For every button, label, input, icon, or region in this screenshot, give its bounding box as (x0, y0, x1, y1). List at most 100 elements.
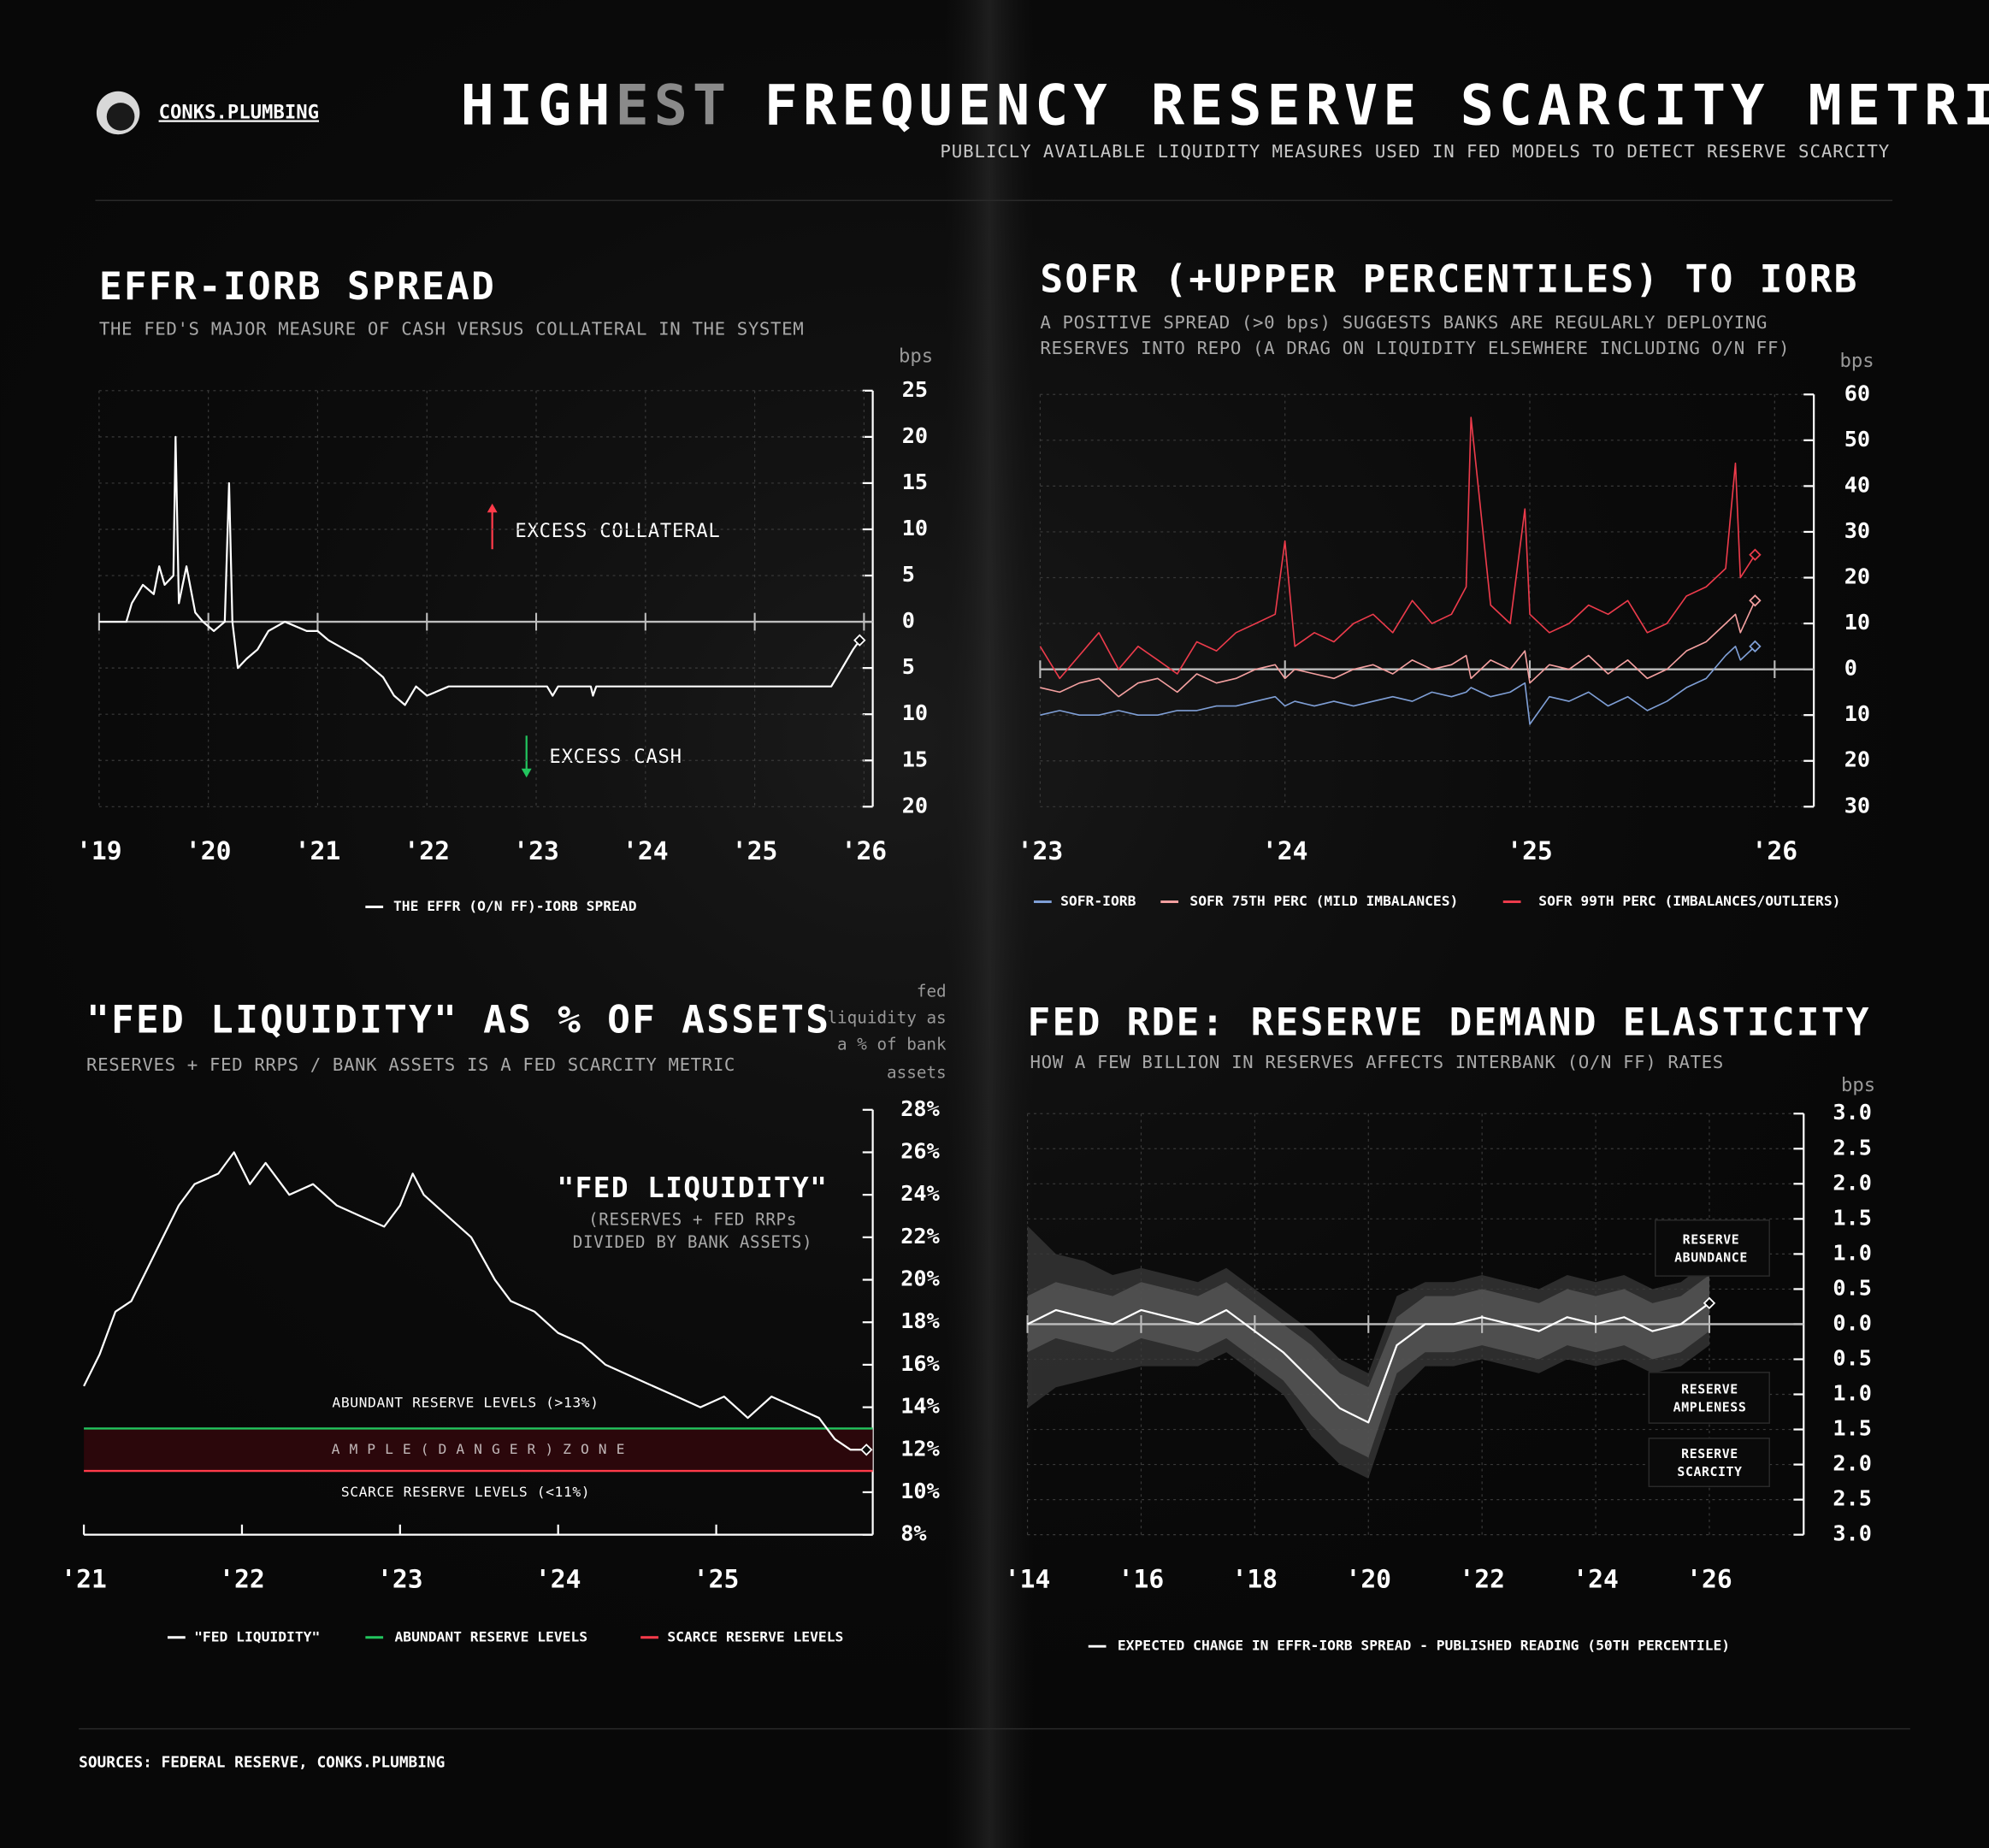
x-tick-label: '24 (623, 835, 669, 865)
zone-label: AMPLENESS (1673, 1400, 1747, 1414)
x-tick-label: '22 (1459, 1564, 1505, 1594)
y-tick-label: 3.0 (1833, 1521, 1872, 1546)
y-tick-label: 2.0 (1833, 1170, 1872, 1195)
y-tick-label: 2.5 (1833, 1135, 1872, 1160)
y-tick-label: 30 (1844, 793, 1870, 818)
series-line (1039, 416, 1756, 680)
chart-subtitle: HOW A FEW BILLION IN RESERVES AFFECTS IN… (1030, 1052, 1724, 1072)
zone-box (1654, 1219, 1770, 1277)
chart-subtitle: A POSITIVE SPREAD (>0 bps) SUGGESTS BANK… (1040, 312, 1768, 333)
arrow-head (487, 503, 498, 513)
x-tick-label: '23 (513, 835, 559, 865)
y-tick-label: 2.0 (1833, 1451, 1872, 1476)
y-tick-label: 26% (900, 1138, 940, 1163)
y-tick-label: 20 (902, 423, 928, 448)
y-tick-label: 14% (900, 1394, 940, 1419)
page-title: HIGHEST FREQUENCY RESERVE SCARCITY METRIC… (461, 74, 1989, 139)
y-tick-label: 20 (1844, 564, 1870, 589)
zone-label: ABUNDANCE (1674, 1250, 1748, 1265)
chart-title: SOFR (+UPPER PERCENTILES) TO IORB (1040, 257, 1858, 301)
x-tick-label: '23 (377, 1564, 423, 1594)
x-tick-label: '16 (1118, 1564, 1165, 1594)
zone-boxes: RESERVE ABUNDANCE RESERVE AMPLENESS RESE… (1648, 1219, 1770, 1488)
y-tick-label: 10 (1844, 610, 1870, 635)
chart-title: "FED LIQUIDITY" AS % OF ASSETS (86, 998, 830, 1042)
x-tick-label: '26 (1752, 835, 1798, 865)
y-tick-label: 0 (902, 608, 915, 633)
y-tick-label: 15 (902, 747, 928, 771)
y-tick-label: 1.0 (1833, 1381, 1872, 1406)
x-tick-label: '21 (295, 835, 341, 865)
title-part: FREQUENCY RESERVE SCARCITY METRICS (764, 74, 1989, 139)
end-marker (853, 634, 866, 647)
reference-label: SCARCE RESERVE LEVELS (<11%) (341, 1484, 590, 1500)
x-tick-label: '24 (1573, 1564, 1619, 1594)
band (1027, 1225, 1709, 1479)
background-stripe (945, 0, 1034, 1848)
y-tick-label: 1.0 (1833, 1240, 1872, 1265)
zone-label: RESERVE (1681, 1447, 1738, 1461)
annotation: (RESERVES + FED RRPs (588, 1209, 797, 1229)
axis-unit: a % of bank (837, 1035, 947, 1054)
sources: SOURCES: FEDERAL RESERVE, CONKS.PLUMBING (79, 1754, 445, 1772)
arrow-head (521, 768, 532, 778)
x-tick-label: '26 (1686, 1564, 1732, 1594)
y-tick-label: 1.5 (1833, 1205, 1872, 1230)
y-tick-label: 20 (1844, 747, 1870, 772)
annotation: EXCESS CASH (549, 746, 682, 768)
y-tick-label: 0 (1844, 656, 1857, 681)
title-part: EST (615, 74, 731, 139)
x-tick-label: '22 (219, 1564, 265, 1594)
x-tick-label: '24 (1262, 835, 1308, 865)
legend-label: SOFR 75TH PERC (MILD IMBALANCES) (1189, 893, 1458, 909)
y-tick-label: 2.5 (1833, 1486, 1872, 1511)
x-tick-label: '21 (61, 1564, 107, 1594)
x-tick-label: '18 (1232, 1564, 1278, 1594)
danger-zone (84, 1428, 873, 1472)
chart-subtitle: RESERVES INTO REPO (A DRAG ON LIQUIDITY … (1040, 338, 1790, 358)
series-line (98, 435, 861, 706)
chart-title: EFFR-IORB SPREAD (99, 265, 496, 309)
chart-title: FED RDE: RESERVE DEMAND ELASTICITY (1028, 1001, 1871, 1044)
y-tick-label: 5 (902, 654, 915, 679)
zone-box (1648, 1372, 1770, 1424)
axis-unit: assets (887, 1062, 947, 1082)
x-tick-label: '22 (404, 835, 450, 865)
y-tick-label: 12% (900, 1436, 940, 1461)
y-tick-label: 30 (1844, 518, 1870, 543)
end-marker (1749, 594, 1762, 607)
zone-label: RESERVE (1683, 1233, 1740, 1248)
legend-label: SOFR 99TH PERC (IMBALANCES/OUTLIERS) (1538, 893, 1840, 909)
page-subtitle: PUBLICLY AVAILABLE LIQUIDITY MEASURES US… (940, 141, 1890, 162)
annotation: EXCESS COLLATERAL (515, 520, 720, 542)
band (1027, 1275, 1709, 1458)
legend-label: ABUNDANT RESERVE LEVELS (394, 1628, 587, 1644)
x-tick-label: '20 (1345, 1564, 1391, 1594)
y-tick-label: 3.0 (1833, 1100, 1872, 1125)
x-tick-label: '24 (535, 1564, 581, 1594)
end-marker (860, 1444, 873, 1456)
y-tick-label: 25 (902, 377, 928, 402)
axis-unit: liquidity as (827, 1007, 946, 1027)
x-tick-label: '20 (186, 835, 232, 865)
end-marker (1749, 548, 1762, 561)
chart-subtitle: RESERVES + FED RRPS / BANK ASSETS IS A F… (86, 1054, 735, 1075)
y-tick-label: 28% (900, 1096, 940, 1121)
annotation-title: "FED LIQUIDITY" (558, 1172, 829, 1204)
y-tick-label: 1.5 (1833, 1416, 1872, 1441)
header: CONKS.PLUMBING HIGHEST FREQUENCY RESERVE … (95, 74, 1989, 202)
x-tick-label: '26 (841, 835, 888, 865)
x-tick-label: '19 (76, 835, 122, 865)
brand-name[interactable]: CONKS.PLUMBING (159, 102, 319, 124)
brand-avatar-face (106, 103, 135, 131)
y-tick-label: 0.5 (1833, 1275, 1872, 1300)
y-tick-label: 10 (902, 516, 928, 540)
y-tick-label: 60 (1844, 381, 1870, 405)
legend-label: EXPECTED CHANGE IN EFFR-IORB SPREAD - PU… (1118, 1638, 1730, 1654)
legend-label: SCARCE RESERVE LEVELS (667, 1628, 843, 1644)
axis-unit: bps (1841, 1074, 1875, 1096)
legend-label: SOFR-IORB (1060, 893, 1136, 909)
zone-box (1648, 1438, 1770, 1488)
series-line (1040, 646, 1756, 725)
y-tick-label: 8% (900, 1521, 926, 1546)
